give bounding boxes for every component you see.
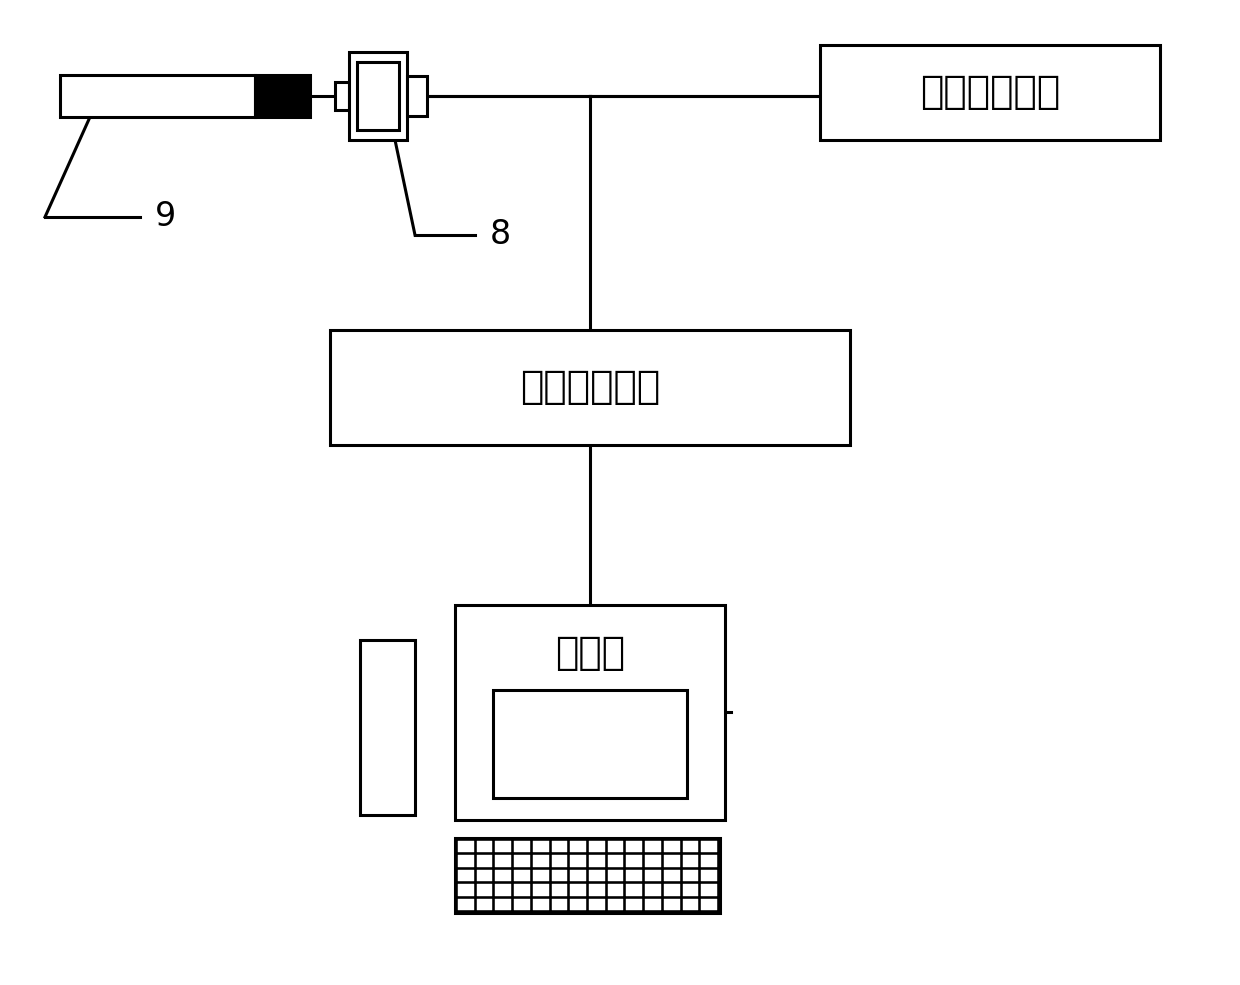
Bar <box>357 62 399 130</box>
Bar <box>348 52 407 140</box>
Bar <box>682 885 698 895</box>
Bar <box>533 841 548 852</box>
Bar <box>533 855 548 867</box>
Bar <box>455 838 720 913</box>
Bar <box>626 885 642 895</box>
Bar <box>515 855 529 867</box>
Text: 流量检测装置: 流量检测装置 <box>520 368 660 406</box>
Bar <box>663 885 680 895</box>
Bar <box>608 870 624 882</box>
Bar <box>496 885 511 895</box>
Bar <box>626 870 642 882</box>
Bar <box>702 855 717 867</box>
Bar <box>496 898 511 910</box>
Bar <box>682 841 698 852</box>
Bar <box>476 855 492 867</box>
Bar <box>589 870 605 882</box>
Bar <box>496 855 511 867</box>
Bar <box>645 855 661 867</box>
Bar <box>645 870 661 882</box>
Bar <box>682 855 698 867</box>
Bar <box>570 855 587 867</box>
Bar <box>608 855 624 867</box>
Bar <box>496 841 511 852</box>
Bar <box>608 885 624 895</box>
Bar <box>626 841 642 852</box>
Bar <box>682 870 698 882</box>
Bar <box>515 885 529 895</box>
Bar <box>552 885 567 895</box>
Bar <box>570 870 587 882</box>
Bar <box>589 841 605 852</box>
Bar <box>663 841 680 852</box>
Bar <box>663 870 680 882</box>
Bar <box>458 841 474 852</box>
Bar <box>663 855 680 867</box>
Bar <box>458 898 474 910</box>
Bar <box>60 75 255 117</box>
Bar <box>533 885 548 895</box>
Bar <box>552 855 567 867</box>
Bar <box>335 82 348 110</box>
Bar <box>360 640 415 815</box>
Bar <box>663 898 680 910</box>
Bar <box>608 841 624 852</box>
Bar <box>552 841 567 852</box>
Bar <box>458 870 474 882</box>
Bar <box>626 898 642 910</box>
Bar <box>515 841 529 852</box>
Bar <box>455 605 725 820</box>
Text: 9: 9 <box>155 201 176 233</box>
Bar <box>476 898 492 910</box>
Bar <box>820 45 1159 140</box>
Bar <box>589 898 605 910</box>
Bar <box>552 898 567 910</box>
Bar <box>589 885 605 895</box>
Bar <box>476 870 492 882</box>
Bar <box>645 898 661 910</box>
Text: 控制器: 控制器 <box>556 634 625 672</box>
Bar <box>570 898 587 910</box>
Bar <box>626 855 642 867</box>
Bar <box>645 885 661 895</box>
Bar <box>552 870 567 882</box>
Text: 五孔道抽吸机: 五孔道抽吸机 <box>920 73 1060 111</box>
Bar <box>702 870 717 882</box>
Bar <box>494 690 687 798</box>
Bar <box>570 885 587 895</box>
Bar <box>515 898 529 910</box>
Bar <box>458 885 474 895</box>
Bar <box>702 885 717 895</box>
Bar <box>476 885 492 895</box>
Bar <box>407 76 427 116</box>
Bar <box>702 841 717 852</box>
Bar <box>255 75 310 117</box>
Bar <box>645 841 661 852</box>
Bar <box>496 870 511 882</box>
Bar <box>589 855 605 867</box>
Bar <box>608 898 624 910</box>
Bar <box>682 898 698 910</box>
Bar <box>533 870 548 882</box>
Bar <box>458 855 474 867</box>
Text: 8: 8 <box>490 219 511 251</box>
Bar <box>330 330 849 445</box>
Bar <box>515 870 529 882</box>
Bar <box>702 898 717 910</box>
Bar <box>476 841 492 852</box>
Bar <box>533 898 548 910</box>
Bar <box>570 841 587 852</box>
